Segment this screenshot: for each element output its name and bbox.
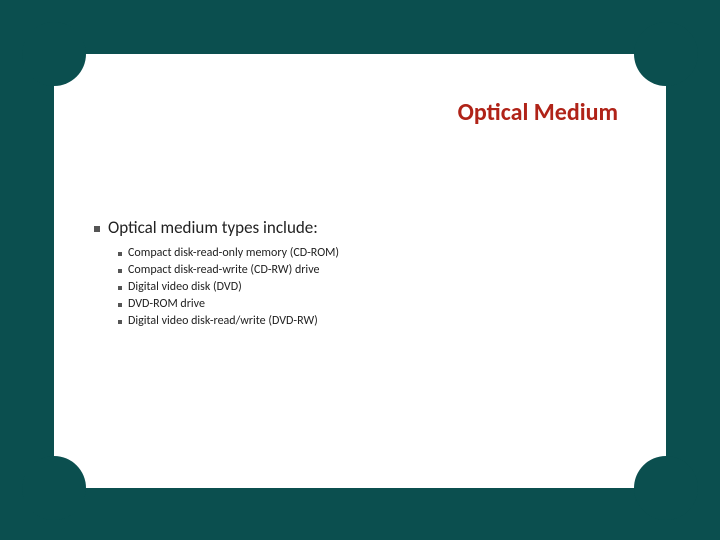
sub-bullet-text: Compact disk-read-only memory (CD-ROM): [128, 246, 339, 261]
slide-title: Optical Medium: [458, 98, 618, 127]
list-item: Digital video disk (DVD): [118, 280, 424, 295]
square-bullet-icon: [118, 286, 122, 290]
corner-notch-tl: [22, 22, 86, 86]
square-bullet-icon: [118, 320, 122, 324]
slide-content: Optical medium types include: Compact di…: [94, 218, 424, 331]
sub-bullet-text: Digital video disk-read/write (DVD-RW): [128, 314, 318, 329]
corner-notch-br: [634, 456, 698, 520]
square-bullet-icon: [118, 269, 122, 273]
sub-bullet-text: Compact disk-read-write (CD-RW) drive: [128, 263, 319, 278]
slide-card: Optical Medium Optical medium types incl…: [54, 54, 666, 488]
square-bullet-icon: [118, 252, 122, 256]
sub-bullet-text: Digital video disk (DVD): [128, 280, 242, 295]
sub-bullet-list: Compact disk-read-only memory (CD-ROM) C…: [118, 246, 424, 329]
main-bullet: Optical medium types include:: [94, 218, 424, 238]
corner-notch-tr: [634, 22, 698, 86]
list-item: Compact disk-read-write (CD-RW) drive: [118, 263, 424, 278]
corner-notch-bl: [22, 456, 86, 520]
list-item: Digital video disk-read/write (DVD-RW): [118, 314, 424, 329]
list-item: DVD-ROM drive: [118, 297, 424, 312]
main-bullet-text: Optical medium types include:: [108, 218, 318, 238]
sub-bullet-text: DVD-ROM drive: [128, 297, 205, 312]
square-bullet-icon: [118, 303, 122, 307]
list-item: Compact disk-read-only memory (CD-ROM): [118, 246, 424, 261]
square-bullet-icon: [94, 226, 100, 232]
